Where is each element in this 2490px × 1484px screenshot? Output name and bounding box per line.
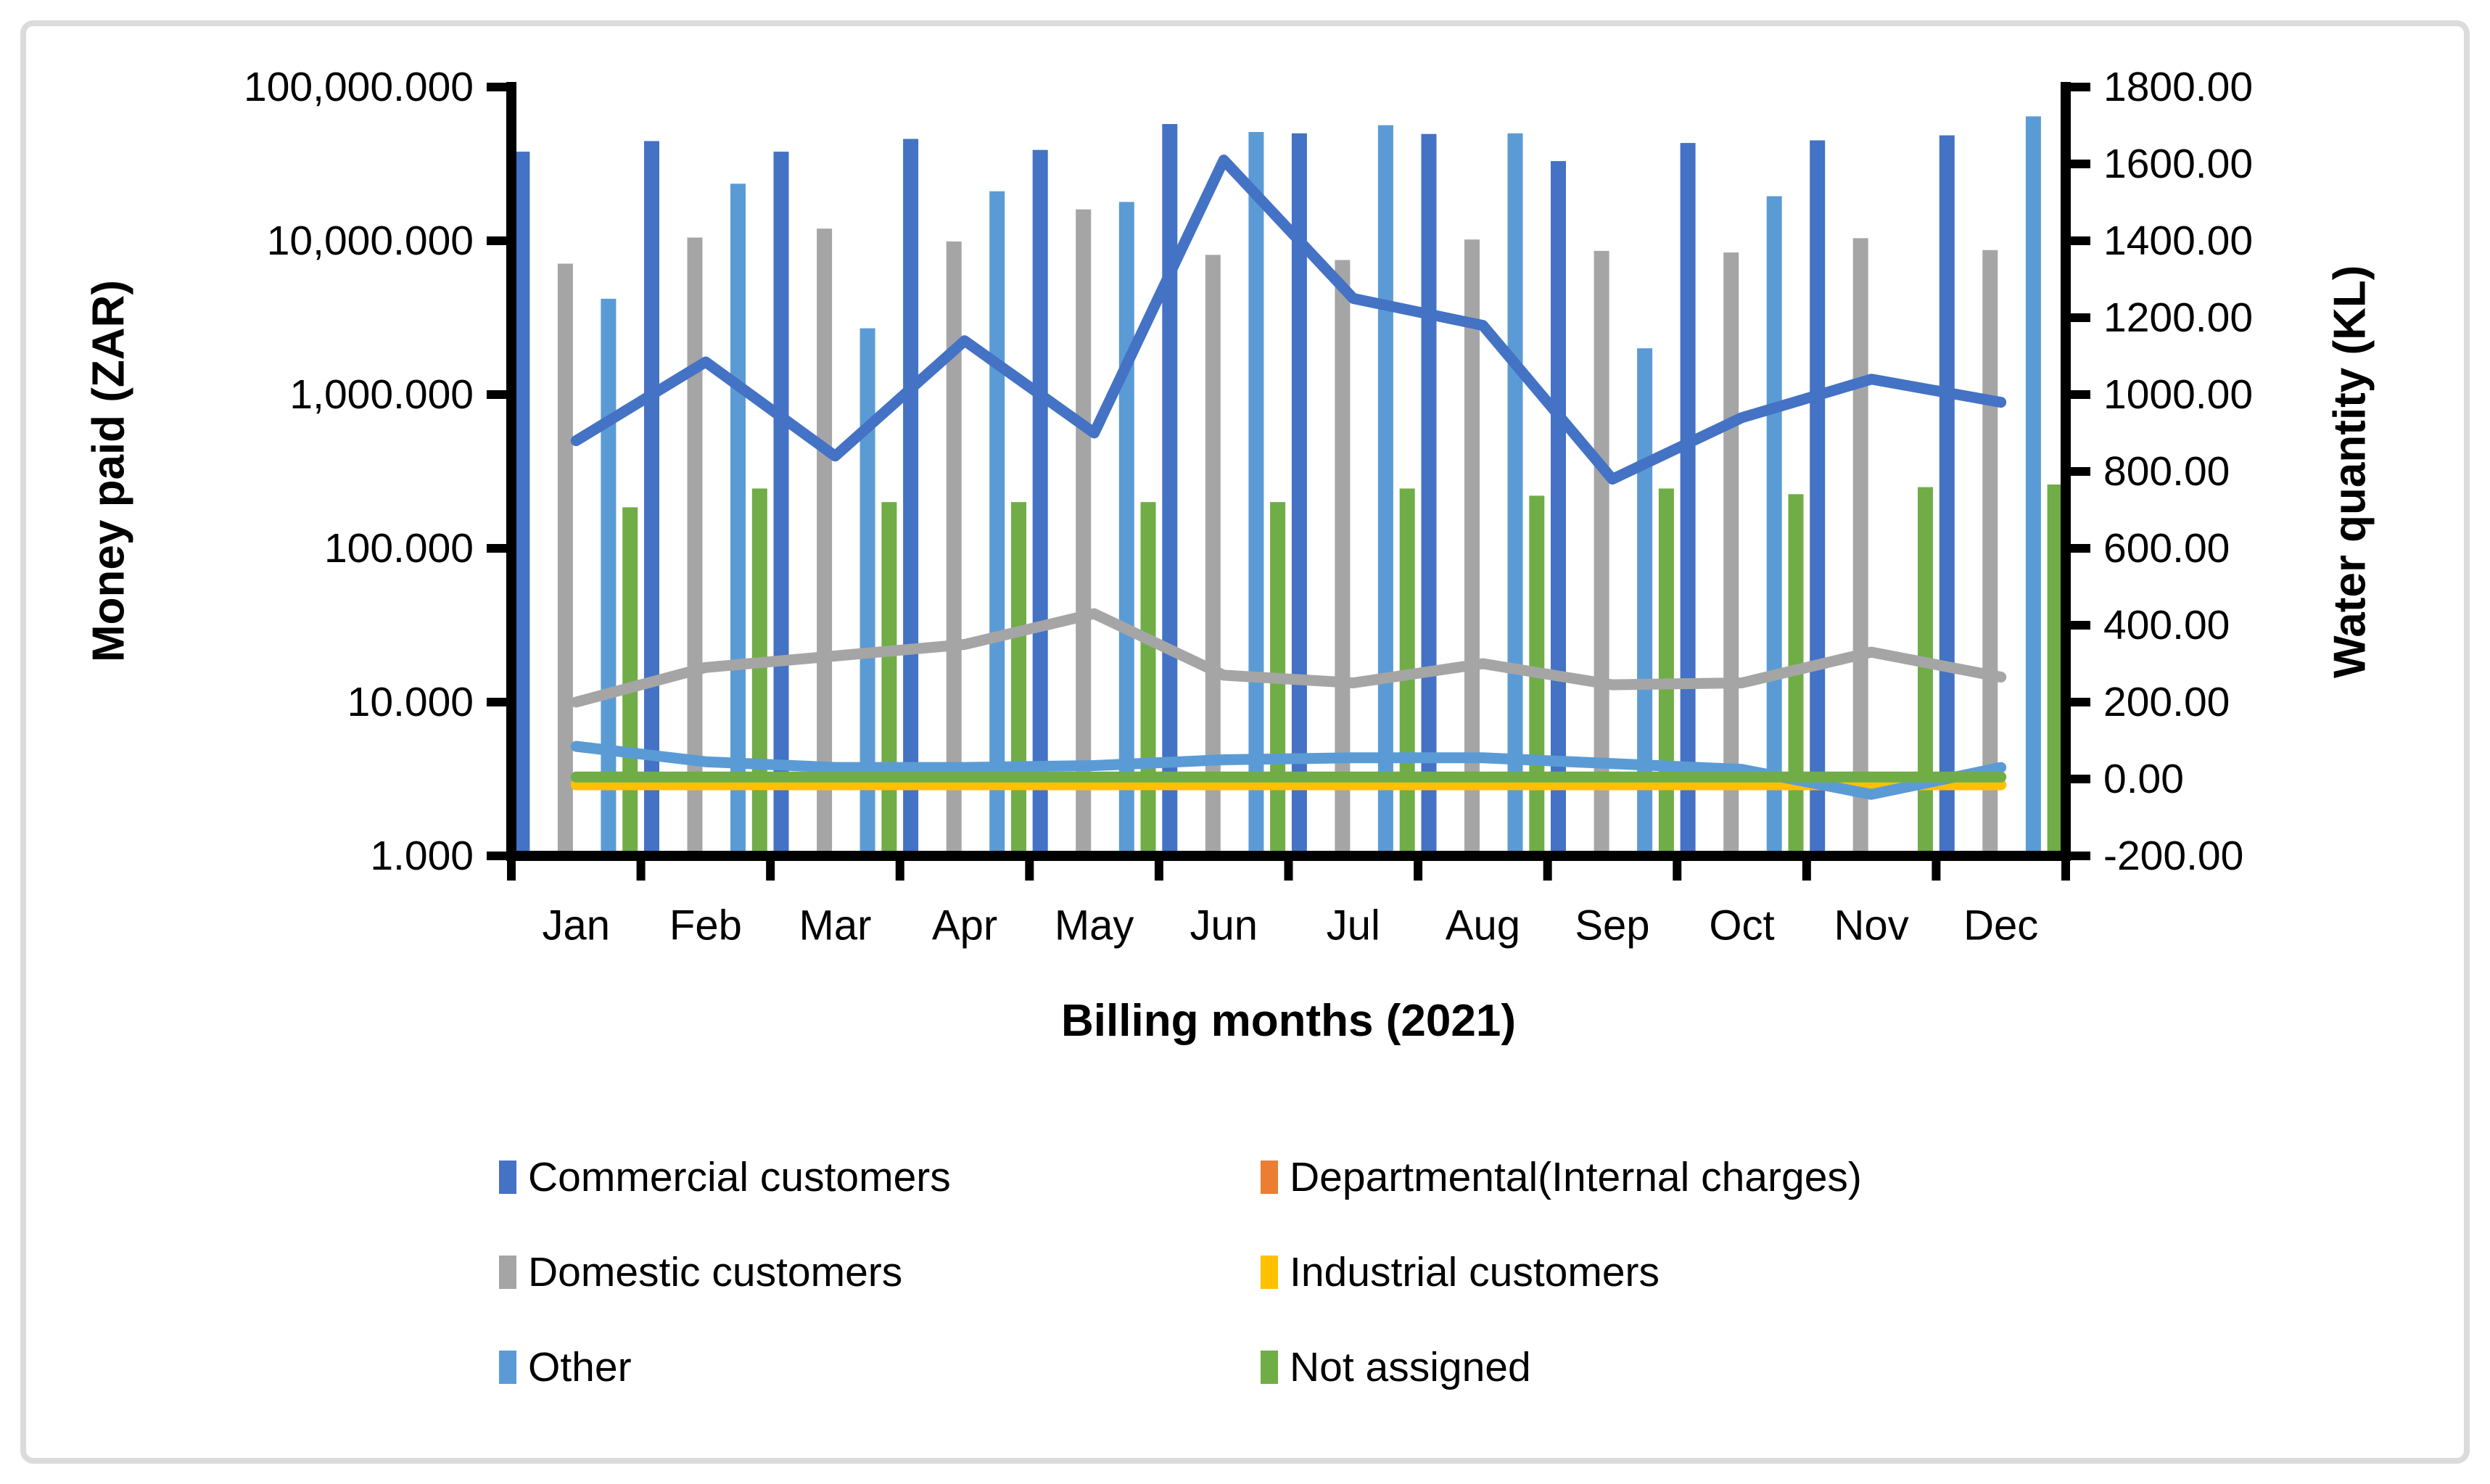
bar-domestic-aug bbox=[1464, 239, 1480, 856]
line-domestic bbox=[570, 608, 2007, 708]
right-axis-tick-label-4: 1000.00 bbox=[2103, 371, 2253, 418]
bar-domestic-feb bbox=[687, 237, 703, 856]
bar-not-assigned-mar bbox=[881, 502, 897, 856]
x-axis-month-label-oct: Oct bbox=[1709, 902, 1774, 949]
left-axis-tick-label-1: 10,000.000 bbox=[267, 218, 474, 264]
right-axis-tick-label-2: 1400.00 bbox=[2103, 218, 2253, 264]
bar-other-may bbox=[1118, 202, 1134, 856]
right-axis-tick-label-10: -200.00 bbox=[2103, 833, 2243, 879]
bar-not-assigned-dec bbox=[2047, 485, 2063, 856]
x-axis-month-label-aug: Aug bbox=[1446, 902, 1520, 949]
bar-not-assigned-may bbox=[1140, 502, 1156, 856]
x-axis-month-label-nov: Nov bbox=[1834, 902, 1909, 949]
bar-commercial-aug bbox=[1421, 133, 1437, 856]
bar-domestic-jan bbox=[557, 263, 573, 856]
x-axis-month-label-apr: Apr bbox=[932, 902, 997, 949]
bar-commercial-mar bbox=[773, 152, 789, 857]
x-axis-month-label-jan: Jan bbox=[543, 902, 611, 949]
right-axis-tick-label-3: 1200.00 bbox=[2103, 294, 2253, 341]
bar-commercial-feb bbox=[644, 141, 659, 856]
bar-other-jan bbox=[601, 298, 617, 856]
bar-other-apr bbox=[989, 191, 1005, 856]
bar-other-oct bbox=[1766, 196, 1782, 856]
bar-commercial-nov bbox=[1810, 140, 1826, 856]
bar-not-assigned-jan bbox=[622, 507, 638, 856]
x-axis-month-label-jun: Jun bbox=[1190, 902, 1258, 949]
bar-domestic-mar bbox=[817, 228, 833, 856]
bar-other-dec bbox=[2025, 116, 2041, 856]
x-axis-month-label-jul: Jul bbox=[1327, 902, 1380, 949]
right-axis-tick-label-9: 0.00 bbox=[2103, 756, 2184, 802]
bar-domestic-may bbox=[1076, 209, 1092, 856]
y-axis-title-left: Money paid (ZAR) bbox=[83, 280, 134, 663]
x-axis-title: Billing months (2021) bbox=[1061, 996, 1516, 1046]
x-axis-month-label-dec: Dec bbox=[1963, 902, 2038, 949]
right-axis-tick-label-1: 1600.00 bbox=[2103, 141, 2253, 187]
left-axis-tick-label-2: 1,000.000 bbox=[289, 371, 474, 418]
bar-domestic-oct bbox=[1723, 252, 1739, 857]
bar-commercial-sep bbox=[1551, 161, 1566, 857]
bar-not-assigned-apr bbox=[1011, 502, 1026, 856]
bar-domestic-apr bbox=[946, 241, 962, 856]
x-axis-month-label-may: May bbox=[1055, 902, 1134, 949]
bar-not-assigned-sep bbox=[1658, 488, 1674, 856]
bar-commercial-may bbox=[1032, 149, 1048, 856]
left-axis-tick-label-5: 1.000 bbox=[370, 833, 474, 879]
right-axis-tick-label-7: 400.00 bbox=[2103, 602, 2230, 648]
bar-domestic-sep bbox=[1594, 250, 1609, 856]
y-axis-title-right: Water quantity (KL) bbox=[2325, 265, 2375, 678]
bar-not-assigned-feb bbox=[751, 488, 767, 856]
bar-domestic-jul bbox=[1335, 260, 1351, 856]
right-axis-tick-label-6: 600.00 bbox=[2103, 525, 2230, 572]
right-axis-tick-label-5: 800.00 bbox=[2103, 448, 2230, 495]
line-commercial bbox=[570, 154, 2007, 485]
bar-other-jun bbox=[1248, 132, 1264, 856]
right-axis-tick-label-0: 1800.00 bbox=[2103, 64, 2253, 110]
bar-other-sep bbox=[1637, 348, 1653, 856]
x-axis-month-label-sep: Sep bbox=[1575, 902, 1649, 949]
left-axis-tick-label-3: 100.000 bbox=[324, 525, 474, 572]
bar-domestic-jun bbox=[1205, 255, 1221, 856]
bar-other-jul bbox=[1377, 125, 1393, 857]
bar-domestic-nov bbox=[1852, 238, 1868, 856]
bar-commercial-jun bbox=[1162, 124, 1178, 856]
left-axis-tick-label-4: 10.000 bbox=[347, 679, 474, 725]
bar-commercial-jan bbox=[514, 152, 530, 857]
bar-commercial-apr bbox=[903, 139, 919, 856]
right-axis-tick-label-8: 200.00 bbox=[2103, 679, 2230, 725]
x-axis-month-label-mar: Mar bbox=[799, 902, 872, 949]
bar-not-assigned-nov bbox=[1918, 487, 1933, 856]
bar-commercial-oct bbox=[1680, 143, 1696, 857]
bar-other-feb bbox=[730, 184, 746, 857]
left-axis-tick-label-0: 100,000.000 bbox=[244, 64, 474, 110]
x-axis-month-label-feb: Feb bbox=[669, 902, 742, 949]
bar-other-mar bbox=[859, 328, 875, 857]
bar-commercial-dec bbox=[1939, 135, 1955, 857]
bar-other-aug bbox=[1507, 133, 1523, 857]
